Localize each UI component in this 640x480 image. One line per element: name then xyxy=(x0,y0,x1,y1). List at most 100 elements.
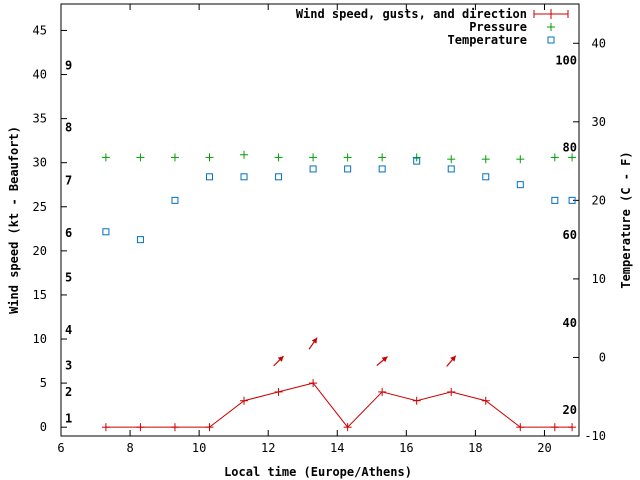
pressure-points xyxy=(101,150,577,164)
beaufort-label: 4 xyxy=(65,323,72,337)
wind-point xyxy=(516,423,525,432)
y-axis-label: Wind speed (kt - Beaufort) xyxy=(7,126,21,314)
legend-text-pressure: Pressure xyxy=(469,20,527,34)
x-axis-label: Local time (Europe/Athens) xyxy=(224,465,412,479)
legend-sample-temperature xyxy=(547,36,555,44)
temperature-point xyxy=(240,173,248,181)
beaufort-label: 1 xyxy=(65,411,72,425)
pressure-point xyxy=(516,155,525,164)
temperature-point xyxy=(309,165,317,173)
pressure-point xyxy=(240,150,249,159)
beaufort-label: 6 xyxy=(65,226,72,240)
wind-point xyxy=(274,387,283,396)
y-tick-label: 5 xyxy=(40,376,47,390)
pressure-point xyxy=(343,153,352,162)
fahrenheit-label: 20 xyxy=(563,403,577,417)
wind-point xyxy=(378,387,387,396)
beaufort-label: 9 xyxy=(65,59,72,73)
y-tick-label: 0 xyxy=(40,420,47,434)
beaufort-label: 5 xyxy=(65,270,72,284)
temperature-point xyxy=(171,196,179,204)
x-tick-label: 6 xyxy=(57,441,64,455)
temperature-point xyxy=(447,165,455,173)
x-tick-label: 20 xyxy=(537,441,551,455)
temperature-point xyxy=(378,165,386,173)
pressure-point xyxy=(136,153,145,162)
pressure-point xyxy=(274,153,283,162)
beaufort-label: 2 xyxy=(65,385,72,399)
legend-sample-wind xyxy=(533,9,569,19)
beaufort-scale-labels: 1 2 3 4 5 6 7 8 9 xyxy=(65,59,72,426)
wind-direction-arrow xyxy=(446,355,457,367)
wind-point xyxy=(170,423,179,432)
x-tick-label: 12 xyxy=(261,441,275,455)
y2-tick-label: 10 xyxy=(592,272,606,286)
pressure-point xyxy=(101,153,110,162)
x-tick-label: 10 xyxy=(192,441,206,455)
temperature-point xyxy=(275,173,283,181)
beaufort-label: 3 xyxy=(65,358,72,372)
pressure-point xyxy=(412,153,421,162)
wind-point xyxy=(136,423,145,432)
fahrenheit-label: 40 xyxy=(563,316,577,330)
legend-text-wind: Wind speed, gusts, and direction xyxy=(296,7,527,21)
wind-point xyxy=(447,387,456,396)
pressure-point xyxy=(309,153,318,162)
y2-tick-label: 40 xyxy=(592,36,606,50)
y-tick-label: 45 xyxy=(33,23,47,37)
temperature-point xyxy=(136,236,144,244)
temperature-point xyxy=(482,173,490,181)
y2-tick-label: -10 xyxy=(584,429,606,443)
legend-sample-pressure xyxy=(547,23,555,31)
temperature-point xyxy=(568,196,576,204)
fahrenheit-scale-labels: 20 40 60 80 100 xyxy=(555,54,577,418)
plot-frame xyxy=(60,3,580,437)
y-tick-label: 40 xyxy=(33,68,47,82)
wind-point xyxy=(101,423,110,432)
x-tick-label: 18 xyxy=(468,441,482,455)
x-tick-labels: 6 8 10 12 14 16 18 20 xyxy=(57,441,551,455)
wind-point xyxy=(240,396,249,405)
y-tick-label: 30 xyxy=(33,156,47,170)
temperature-point xyxy=(413,157,421,165)
y-tick-labels: 0 5 10 15 20 25 30 35 40 45 xyxy=(33,23,47,434)
beaufort-label: 8 xyxy=(65,120,72,134)
legend: Wind speed, gusts, and direction Pressur… xyxy=(296,7,569,47)
wind-point xyxy=(412,396,421,405)
y2-tick-labels: -10 0 10 20 30 40 xyxy=(584,36,606,443)
y-tick-label: 10 xyxy=(33,332,47,346)
temperature-point xyxy=(551,196,559,204)
temperature-point xyxy=(102,228,110,236)
wind-direction-arrows xyxy=(273,337,457,367)
pressure-point xyxy=(205,153,214,162)
y2-tick-label: 0 xyxy=(599,350,606,364)
temperature-points xyxy=(102,157,576,244)
x-tick-label: 16 xyxy=(399,441,413,455)
pressure-point xyxy=(568,153,577,162)
fahrenheit-label: 60 xyxy=(563,228,577,242)
wind-direction-arrow xyxy=(308,337,318,350)
wind-direction-arrow xyxy=(273,355,284,367)
pressure-point xyxy=(170,153,179,162)
y-tick-label: 20 xyxy=(33,244,47,258)
y-tick-label: 35 xyxy=(33,112,47,126)
y-tick-label: 15 xyxy=(33,288,47,302)
fahrenheit-label: 100 xyxy=(555,54,577,68)
beaufort-label: 7 xyxy=(65,173,72,187)
fahrenheit-label: 80 xyxy=(563,141,577,155)
wind-point xyxy=(343,423,352,432)
temperature-point xyxy=(516,181,524,189)
wind-point xyxy=(550,423,559,432)
legend-text-temperature: Temperature xyxy=(448,33,527,47)
y2-tick-label: 20 xyxy=(592,193,606,207)
pressure-point xyxy=(378,153,387,162)
wind-point xyxy=(309,379,318,388)
wind-speed-line xyxy=(105,382,573,428)
pressure-point xyxy=(481,155,490,164)
temperature-point xyxy=(205,173,213,181)
x-tick-label: 8 xyxy=(126,441,133,455)
pressure-point xyxy=(550,153,559,162)
temperature-point xyxy=(344,165,352,173)
tick-marks xyxy=(60,4,579,437)
